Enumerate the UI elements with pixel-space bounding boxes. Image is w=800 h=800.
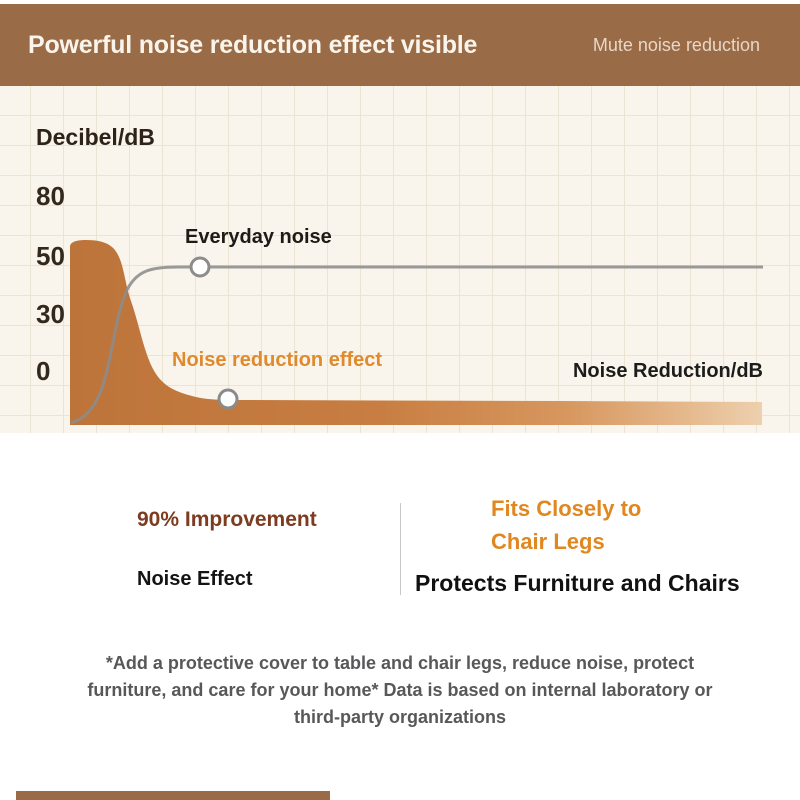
benefit-right-subline: Protects Furniture and Chairs [415, 570, 740, 596]
footnote-line1: *Add a protective cover to table and cha… [105, 653, 695, 673]
noise-chart: Decibel/dB 80 50 30 0 Everyday noise Noi… [0, 86, 800, 433]
everyday-noise-marker [189, 256, 211, 278]
footnote: *Add a protective cover to table and cha… [60, 650, 740, 731]
header-subtitle: Mute noise reduction [592, 34, 760, 55]
reduction-area-shape [70, 240, 762, 425]
y-tick-50: 50 [36, 241, 65, 271]
y-tick-80: 80 [36, 181, 65, 211]
page-title: Powerful noise reduction effect visible [28, 30, 478, 59]
bottom-accent-bar [16, 791, 330, 800]
y-tick-30: 30 [36, 299, 65, 329]
chart-canvas [70, 240, 763, 425]
x-axis-title: Noise Reduction/dB [572, 360, 763, 382]
footnote-line2: furniture, and care for your home* Data … [87, 680, 713, 700]
header-banner: Powerful noise reduction effect visible … [0, 4, 800, 86]
everyday-noise-annotation: Everyday noise [185, 226, 332, 248]
benefit-right-headline-line2: Chair Legs [491, 529, 605, 554]
y-axis-title: Decibel/dB [36, 124, 155, 150]
everyday-noise-line [70, 265, 763, 425]
vertical-divider [400, 503, 401, 595]
reduction-effect-marker [217, 388, 239, 410]
y-tick-0: 0 [36, 356, 51, 386]
reduction-effect-annotation: Noise reduction effect [172, 349, 383, 371]
benefit-right-headline-line1: Fits Closely to [491, 496, 642, 521]
footnote-line3: third-party organizations [293, 707, 506, 727]
benefit-left-subline: Noise Effect [137, 568, 253, 590]
benefit-right-headline: Fits Closely to Chair Legs [491, 492, 641, 558]
benefit-left-headline: 90% Improvement [137, 508, 317, 531]
